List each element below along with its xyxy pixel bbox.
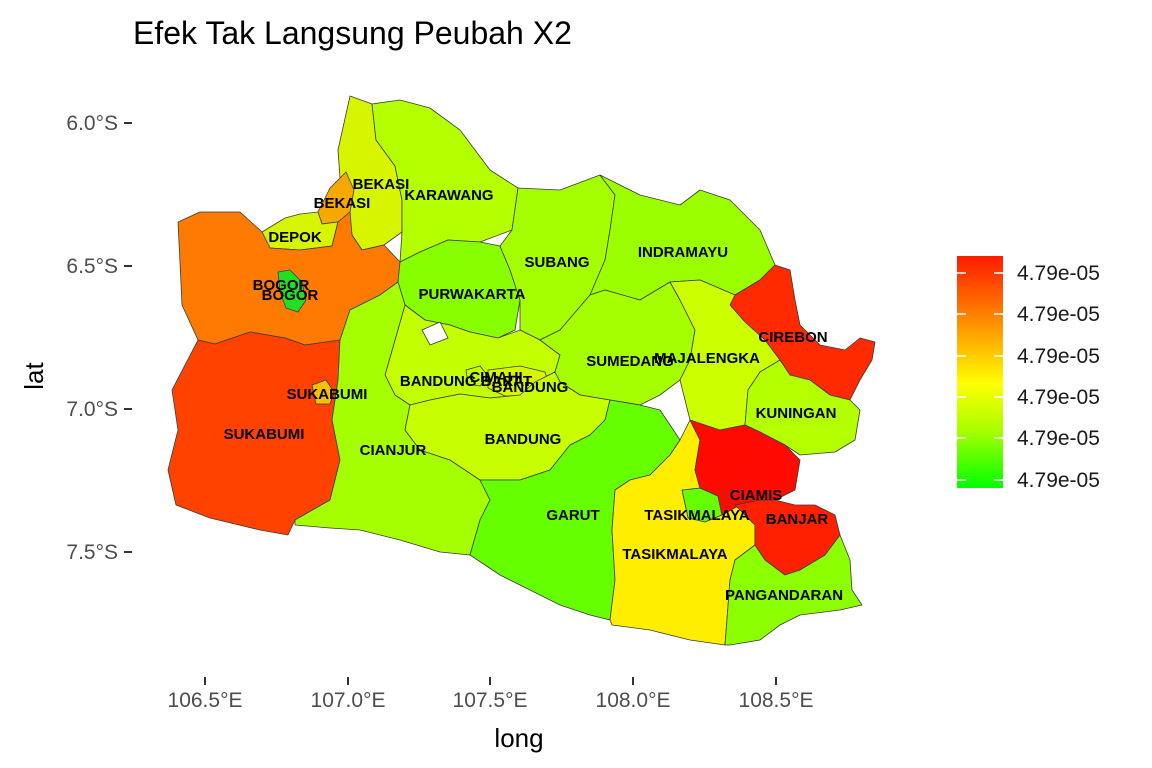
region-label: SUKABUMI <box>224 426 305 443</box>
chart-title: Efek Tak Langsung Peubah X2 <box>133 15 572 51</box>
region-label: SUMEDANG <box>586 353 674 370</box>
x-tick-label: 107.5°E <box>453 689 528 712</box>
region-label: KARAWANG <box>404 187 493 204</box>
region-bogor-kota <box>277 269 307 313</box>
x-tick-label: 108.0°E <box>596 689 671 712</box>
region-label: BOGOR <box>253 277 310 294</box>
region-label: INDRAMAYU <box>638 244 728 261</box>
legend-colorbar <box>957 256 1003 488</box>
region-label: PURWAKARTA <box>419 286 526 303</box>
y-axis-title: lat <box>19 361 49 389</box>
region-label: DEPOK <box>268 229 322 246</box>
map-regions <box>167 95 876 646</box>
region-label: CIAMIS <box>730 487 783 504</box>
legend-label: 4.79e-05 <box>1017 386 1100 409</box>
region-label: BEKASI <box>314 195 371 212</box>
region-label: TASIKMALAYA <box>644 507 749 524</box>
region-sumedang <box>539 281 696 406</box>
region-label: TASIKMALAYA <box>622 546 727 563</box>
region-label: BANDUNG BARAT <box>400 373 532 390</box>
legend-label: 4.79e-05 <box>1017 427 1100 450</box>
region-label: BEKASI <box>353 176 410 193</box>
legend-label: 4.79e-05 <box>1017 262 1100 285</box>
x-tick-label: 108.5°E <box>739 689 814 712</box>
y-tick-label: 7.0°S <box>66 398 118 421</box>
region-pangandaran <box>724 534 863 646</box>
region-label: BANDUNG <box>485 431 562 448</box>
region-label: MAJALENGKA <box>654 350 760 367</box>
x-axis-title: long <box>494 723 543 753</box>
y-tick-label: 6.0°S <box>66 112 118 135</box>
x-axis: 106.5°E 107.0°E 107.5°E 108.0°E 108.5°E <box>168 677 814 712</box>
region-label: SUBANG <box>524 254 589 271</box>
legend: 4.79e-05 4.79e-05 4.79e-05 4.79e-05 4.79… <box>957 256 1100 492</box>
region-label: BANDUNG <box>492 379 569 396</box>
region-label: GARUT <box>546 507 599 524</box>
legend-label: 4.79e-05 <box>1017 303 1100 326</box>
region-label: CIREBON <box>758 329 827 346</box>
region-label: PANGANDARAN <box>725 587 843 604</box>
y-axis: 6.0°S 6.5°S 7.0°S 7.5°S <box>66 112 132 564</box>
x-tick-label: 106.5°E <box>168 689 243 712</box>
region-label: SUKABUMI <box>287 386 368 403</box>
y-tick-label: 7.5°S <box>66 541 118 564</box>
x-tick-label: 107.0°E <box>311 689 386 712</box>
y-tick-label: 6.5°S <box>66 255 118 278</box>
region-label: BOGOR <box>262 287 319 304</box>
lake <box>421 321 449 346</box>
region-label: CIANJUR <box>360 442 427 459</box>
region-label: KUNINGAN <box>756 405 837 422</box>
region-labels: BEKASI BEKASI KARAWANG DEPOK BOGOR BOGOR… <box>224 176 843 604</box>
region-label: BANJAR <box>766 511 829 528</box>
region-cimahi <box>465 365 489 387</box>
legend-label: 4.79e-05 <box>1017 469 1100 492</box>
region-label: CIMAHI <box>469 369 522 386</box>
legend-label: 4.79e-05 <box>1017 345 1100 368</box>
region-sukabumi-kota <box>311 379 335 405</box>
